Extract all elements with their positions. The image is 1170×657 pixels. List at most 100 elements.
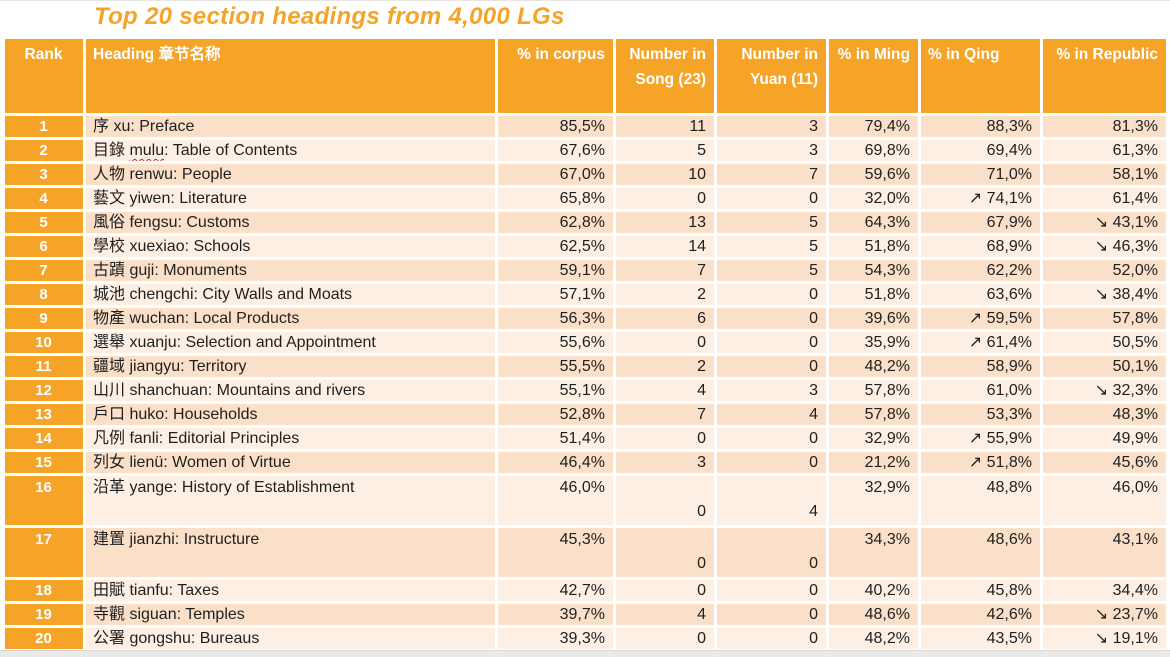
yuan-count-cell: 0 [717,188,826,209]
corpus-percent-cell: 55,1% [498,380,613,401]
republic-percent-cell: ↘ 46,3% [1043,236,1166,257]
rank-cell: 6 [5,236,83,257]
heading-text: 城池 chengchi: City Walls and Moats [93,286,353,303]
republic-percent-cell: 45,6% [1043,452,1166,473]
song-count-cell: 10 [616,164,714,185]
republic-percent-cell: ↘ 43,1% [1043,212,1166,233]
col-header-corpus: % in corpus [498,39,613,113]
yuan-count-cell: 0 [717,580,826,601]
heading-cell: 目錄 mulu: Table of Contents [86,140,495,161]
col-header-ming: % in Ming [829,39,918,113]
heading-text: 建置 jianzhi: Instructure [93,531,260,548]
qing-percent-cell: 67,9% [921,212,1040,233]
corpus-percent-cell: 51,4% [498,428,613,449]
col-header-republic: % in Republic [1043,39,1166,113]
table-row: 2 目錄 mulu: Table of Contents 67,6% 5 3 6… [5,140,1166,161]
table-row: 1 序 xu: Preface 85,5% 11 3 79,4% 88,3% 8… [5,116,1166,137]
ming-percent-cell: 79,4% [829,116,918,137]
republic-percent-cell: 50,1% [1043,356,1166,377]
table-row: 4 藝文 yiwen: Literature 65,8% 0 0 32,0% ↗… [5,188,1166,209]
heading-text: 戶口 huko: Households [93,406,258,423]
qing-percent-cell: 61,0% [921,380,1040,401]
yuan-count-cell: 4 [717,404,826,425]
song-count-cell: 0 [616,476,714,525]
rank-cell: 17 [5,528,83,577]
corpus-percent-cell: 42,7% [498,580,613,601]
ming-percent-cell: 48,2% [829,356,918,377]
ming-percent-cell: 64,3% [829,212,918,233]
ming-percent-cell: 54,3% [829,260,918,281]
heading-text: 列女 lienü: Women of Virtue [93,454,291,471]
corpus-percent-cell: 39,3% [498,628,613,649]
rank-cell: 8 [5,284,83,305]
heading-text: 公署 gongshu: Bureaus [93,630,260,647]
heading-text: 風俗 fengsu: Customs [93,214,250,231]
republic-percent-cell: 57,8% [1043,308,1166,329]
heading-cell: 山川 shanchuan: Mountains and rivers [86,380,495,401]
song-count-cell: 14 [616,236,714,257]
corpus-percent-cell: 45,3% [498,528,613,577]
page-title: Top 20 section headings from 4,000 LGs [94,3,565,30]
rank-cell: 19 [5,604,83,625]
yuan-count-cell: 0 [717,604,826,625]
rank-cell: 4 [5,188,83,209]
yuan-count-cell: 5 [717,212,826,233]
heading-cell: 人物 renwu: People [86,164,495,185]
yuan-count-cell: 0 [717,428,826,449]
republic-percent-cell: 58,1% [1043,164,1166,185]
song-count-cell: 4 [616,380,714,401]
heading-text: : Table of Contents [164,142,298,159]
song-count-cell: 11 [616,116,714,137]
yuan-count-cell: 3 [717,116,826,137]
col-header-heading: Heading 章节名称 [86,39,495,113]
ming-percent-cell: 35,9% [829,332,918,353]
qing-percent-cell: 45,8% [921,580,1040,601]
song-count-cell: 0 [616,528,714,577]
ming-percent-cell: 57,8% [829,404,918,425]
table-row: 19 寺觀 siguan: Temples 39,7% 4 0 48,6% 42… [5,604,1166,625]
republic-percent-cell: 46,0% [1043,476,1166,525]
yuan-count-cell: 0 [717,452,826,473]
col-header-qing: % in Qing [921,39,1040,113]
ming-percent-cell: 48,6% [829,604,918,625]
song-count-cell: 4 [616,604,714,625]
corpus-percent-cell: 85,5% [498,116,613,137]
corpus-percent-cell: 59,1% [498,260,613,281]
heading-cell: 建置 jianzhi: Instructure [86,528,495,577]
qing-percent-cell: 62,2% [921,260,1040,281]
table-row: 3 人物 renwu: People 67,0% 10 7 59,6% 71,0… [5,164,1166,185]
yuan-count-cell: 0 [717,356,826,377]
heading-cell: 沿革 yange: History of Establishment [86,476,495,525]
ming-percent-cell: 59,6% [829,164,918,185]
ming-percent-cell: 39,6% [829,308,918,329]
qing-percent-cell: 42,6% [921,604,1040,625]
heading-cell: 疆域 jiangyu: Territory [86,356,495,377]
song-count-cell: 0 [616,580,714,601]
heading-text: 物產 wuchan: Local Products [93,310,300,327]
col-header-rank: Rank [5,39,83,113]
qing-percent-cell: ↗ 59,5% [921,308,1040,329]
table-row: 16 沿革 yange: History of Establishment 46… [5,476,1166,525]
table-row: 6 學校 xuexiao: Schools 62,5% 14 5 51,8% 6… [5,236,1166,257]
ming-percent-cell: 57,8% [829,380,918,401]
heading-text: 目錄 [93,142,130,159]
heading-text: 人物 renwu: People [93,166,232,183]
heading-text: 山川 shanchuan: Mountains and rivers [93,382,366,399]
ming-percent-cell: 34,3% [829,528,918,577]
qing-percent-cell: 48,8% [921,476,1040,525]
table-row: 14 凡例 fanli: Editorial Principles 51,4% … [5,428,1166,449]
ming-percent-cell: 21,2% [829,452,918,473]
republic-percent-cell: ↘ 19,1% [1043,628,1166,649]
corpus-percent-cell: 46,0% [498,476,613,525]
table-row: 5 風俗 fengsu: Customs 62,8% 13 5 64,3% 67… [5,212,1166,233]
rank-cell: 15 [5,452,83,473]
song-count-cell: 7 [616,404,714,425]
table-row: 12 山川 shanchuan: Mountains and rivers 55… [5,380,1166,401]
song-count-cell: 2 [616,284,714,305]
heading-cell: 選舉 xuanju: Selection and Appointment [86,332,495,353]
corpus-percent-cell: 62,8% [498,212,613,233]
qing-percent-cell: 88,3% [921,116,1040,137]
rank-cell: 2 [5,140,83,161]
qing-percent-cell: ↗ 55,9% [921,428,1040,449]
heading-text: 學校 xuexiao: Schools [93,238,251,255]
